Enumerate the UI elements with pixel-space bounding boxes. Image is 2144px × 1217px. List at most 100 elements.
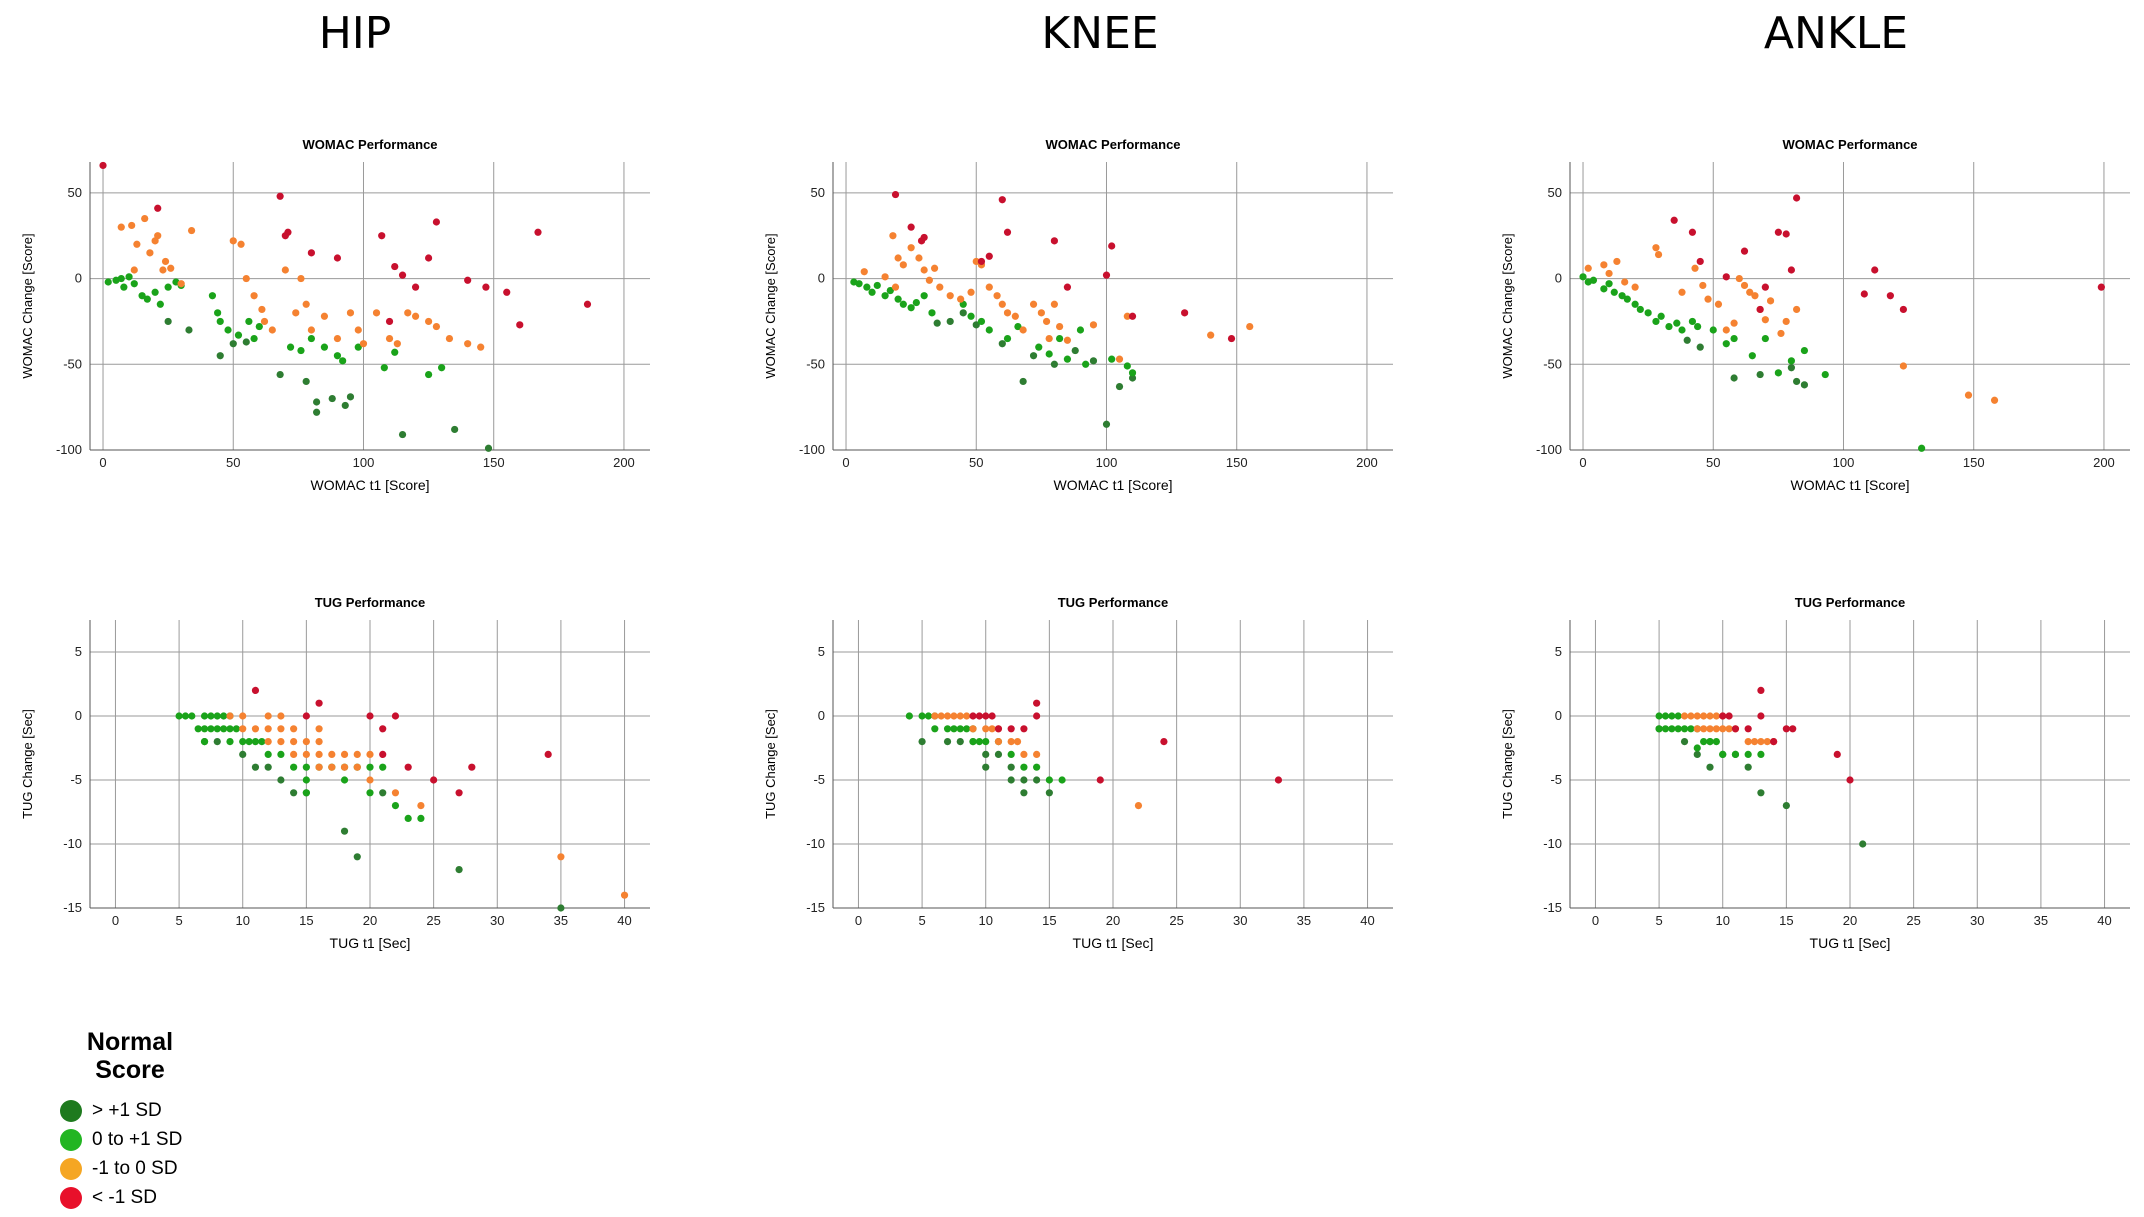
data-point-orange [925, 276, 933, 284]
data-point-green [425, 370, 433, 379]
data-point-red [251, 686, 260, 695]
data-point-dark-green [1115, 382, 1124, 391]
y-tick-label: -50 [63, 356, 82, 371]
data-point-green [339, 357, 347, 365]
data-point-dark-green [1102, 420, 1111, 428]
data-point-red [1899, 305, 1907, 314]
data-point-dark-green [264, 763, 272, 771]
data-point-green [1033, 763, 1041, 771]
data-point-green [1800, 346, 1809, 355]
data-point-green [1821, 370, 1829, 379]
data-point-green [1722, 340, 1730, 348]
x-tick-label: 30 [490, 913, 504, 928]
data-point-green [1674, 712, 1682, 720]
data-point-orange [1029, 300, 1038, 308]
data-point-red [378, 232, 386, 240]
data-point-orange [260, 317, 269, 326]
data-point-dark-green [484, 444, 493, 452]
data-point-dark-green [216, 352, 224, 360]
data-point-orange [620, 891, 629, 899]
data-point-green [1668, 712, 1676, 720]
data-point-red [977, 257, 986, 266]
data-point-orange [264, 712, 272, 720]
data-point-orange [159, 266, 167, 274]
data-point-orange [1777, 329, 1785, 338]
data-point-green [239, 738, 247, 746]
data-point-green [1673, 319, 1681, 327]
data-point-red [1782, 230, 1790, 238]
data-point-orange [1652, 244, 1660, 252]
data-point-dark-green [290, 789, 298, 797]
data-point-red [315, 699, 323, 707]
data-point-green [391, 802, 400, 810]
data-point-dark-green [277, 776, 285, 784]
data-point-orange [969, 725, 977, 733]
chart-title: TUG Performance [1795, 595, 1906, 610]
data-point-orange [1020, 750, 1028, 759]
data-point-green [340, 776, 349, 784]
x-tick-label: 200 [613, 455, 635, 470]
data-point-dark-green [1020, 776, 1028, 784]
data-point-dark-green [1859, 840, 1867, 848]
y-tick-label: -15 [806, 900, 825, 915]
data-point-red [583, 300, 592, 308]
data-point-red [1003, 228, 1012, 236]
data-point-green [216, 317, 224, 326]
x-tick-label: 200 [1356, 455, 1378, 470]
data-point-orange [315, 725, 323, 733]
x-tick-label: 150 [1963, 455, 1985, 470]
data-point-green [1618, 292, 1626, 300]
data-point-orange [1678, 288, 1686, 296]
data-point-orange [1719, 725, 1727, 733]
data-point-orange [1613, 257, 1621, 266]
y-tick-label: 50 [811, 185, 825, 200]
data-point-red [1757, 686, 1765, 695]
data-point-orange [1687, 712, 1695, 720]
data-point-orange [432, 322, 441, 331]
data-point-dark-green [213, 738, 221, 746]
data-point-red [391, 712, 400, 720]
y-tick-label: 0 [75, 708, 82, 723]
data-point-green [899, 300, 907, 308]
data-point-green [1731, 750, 1740, 759]
data-point-orange [258, 305, 266, 314]
data-point-green [1661, 725, 1670, 733]
data-point-orange [333, 334, 342, 343]
data-point-green [873, 281, 881, 290]
legend-label: < -1 SD [92, 1186, 157, 1208]
data-point-dark-green [239, 750, 247, 759]
data-point-green [181, 712, 190, 720]
data-point-orange [277, 725, 285, 733]
data-point-red [1871, 266, 1879, 274]
data-point-red [1719, 712, 1727, 720]
data-point-orange [1063, 336, 1072, 344]
data-point-red [998, 196, 1006, 204]
data-point-green [1623, 295, 1631, 303]
legend-label: > +1 SD [92, 1099, 162, 1121]
data-point-orange [557, 853, 565, 861]
data-point-green [1589, 276, 1598, 284]
data-point-orange [346, 309, 355, 317]
data-point-red [544, 750, 552, 759]
data-point-green [245, 317, 253, 326]
data-point-orange [1600, 261, 1608, 269]
data-point-orange [1763, 738, 1771, 746]
data-point-green [1045, 776, 1053, 784]
data-point-dark-green [1757, 789, 1765, 797]
data-point-green [220, 712, 228, 720]
data-point-dark-green [1033, 776, 1041, 784]
data-point-red [982, 712, 990, 720]
data-point-green [1787, 357, 1795, 365]
data-point-orange [1751, 292, 1759, 300]
data-point-red [891, 190, 900, 199]
data-point-dark-green [982, 750, 990, 759]
legend-title-line1: Normal [86, 1028, 174, 1056]
data-point-green [1712, 738, 1720, 746]
data-point-green [366, 763, 374, 771]
x-tick-label: 50 [226, 455, 240, 470]
data-point-orange [277, 712, 285, 720]
data-point-orange [353, 763, 361, 771]
x-tick-label: 20 [1843, 913, 1857, 928]
data-point-green [1636, 305, 1644, 314]
data-point-green [1610, 288, 1618, 296]
